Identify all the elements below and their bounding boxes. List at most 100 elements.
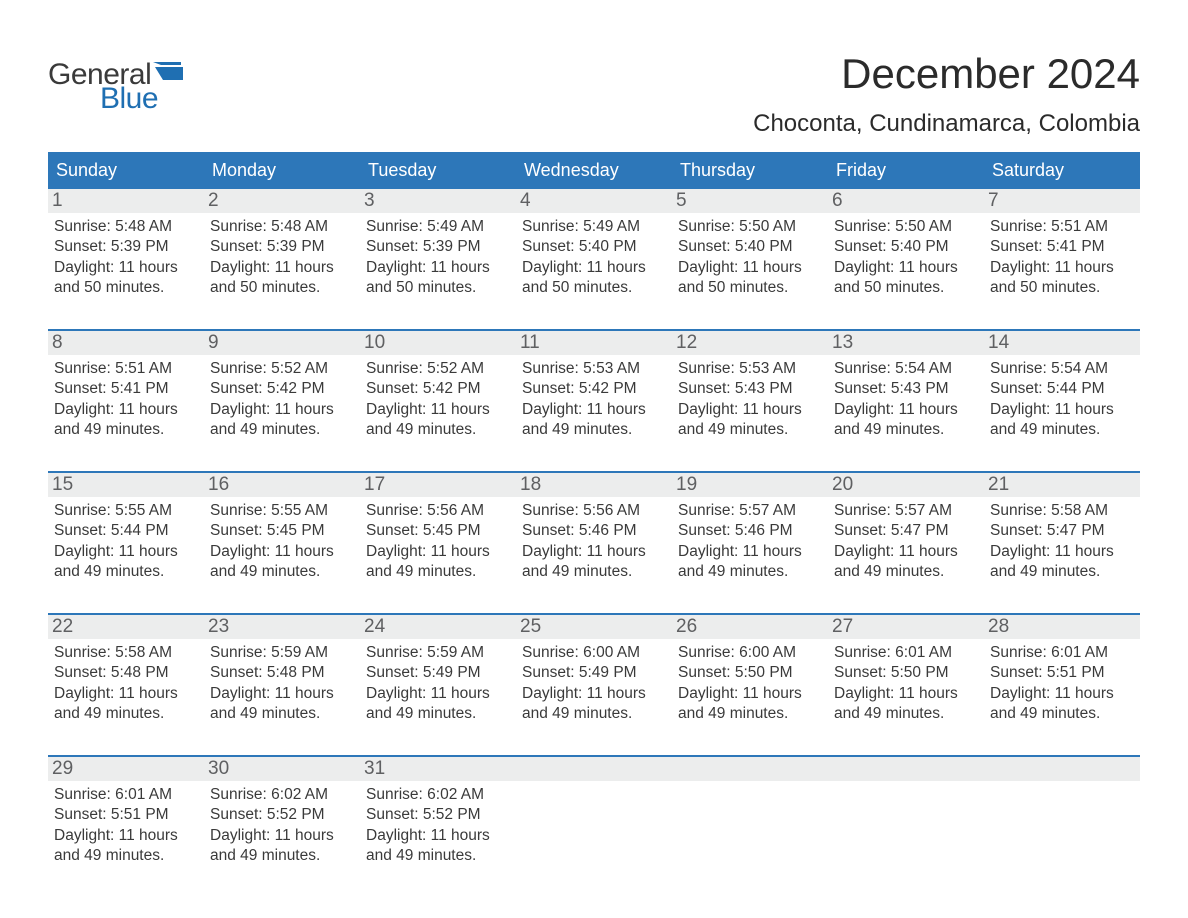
day-number: 9	[204, 331, 360, 355]
day-number: 14	[984, 331, 1140, 355]
day-number: 23	[204, 615, 360, 639]
day-sunset: Sunset: 5:47 PM	[834, 521, 978, 541]
day-sunrise: Sunrise: 6:01 AM	[834, 643, 978, 663]
day-number: 30	[204, 757, 360, 781]
day-number: 7	[984, 189, 1140, 213]
day-sunrise: Sunrise: 5:57 AM	[834, 501, 978, 521]
day-sunset: Sunset: 5:43 PM	[678, 379, 822, 399]
day-cell: 14 Sunrise: 5:54 AMSunset: 5:44 PMDayligh…	[984, 331, 1140, 471]
day-sunset: Sunset: 5:51 PM	[990, 663, 1134, 683]
day-sunrise: Sunrise: 5:49 AM	[366, 217, 510, 237]
day-daylight2: and 49 minutes.	[210, 704, 354, 724]
day-daylight2: and 49 minutes.	[210, 420, 354, 440]
week-row: 29Sunrise: 6:01 AMSunset: 5:51 PMDayligh…	[48, 755, 1140, 897]
day-sunrise: Sunrise: 6:00 AM	[678, 643, 822, 663]
dow-saturday: Saturday	[984, 154, 1140, 187]
day-number: 21	[984, 473, 1140, 497]
day-body: Sunrise: 5:58 AMSunset: 5:47 PMDaylight:…	[990, 501, 1134, 583]
dow-wednesday: Wednesday	[516, 154, 672, 187]
day-body: Sunrise: 5:51 AMSunset: 5:41 PMDaylight:…	[54, 359, 198, 441]
day-sunset: Sunset: 5:52 PM	[210, 805, 354, 825]
day-body: Sunrise: 5:59 AMSunset: 5:48 PMDaylight:…	[210, 643, 354, 725]
day-cell: 8Sunrise: 5:51 AMSunset: 5:41 PMDaylight…	[48, 331, 204, 471]
day-body: Sunrise: 5:53 AMSunset: 5:43 PMDaylight:…	[678, 359, 822, 441]
day-sunset: Sunset: 5:40 PM	[522, 237, 666, 257]
day-sunrise: Sunrise: 5:55 AM	[210, 501, 354, 521]
day-body: Sunrise: 5:48 AMSunset: 5:39 PMDaylight:…	[54, 217, 198, 299]
day-body: Sunrise: 6:01 AMSunset: 5:51 PMDaylight:…	[990, 643, 1134, 725]
day-daylight1: Daylight: 11 hours	[54, 826, 198, 846]
day-daylight1: Daylight: 11 hours	[990, 258, 1134, 278]
day-sunrise: Sunrise: 5:52 AM	[366, 359, 510, 379]
day-cell: 13Sunrise: 5:54 AMSunset: 5:43 PMDayligh…	[828, 331, 984, 471]
day-sunset: Sunset: 5:39 PM	[210, 237, 354, 257]
week-row: 1Sunrise: 5:48 AMSunset: 5:39 PMDaylight…	[48, 187, 1140, 329]
day-sunrise: Sunrise: 6:02 AM	[366, 785, 510, 805]
day-sunrise: Sunrise: 5:48 AM	[210, 217, 354, 237]
day-number: 2	[204, 189, 360, 213]
day-sunrise: Sunrise: 5:51 AM	[54, 359, 198, 379]
day-sunrise: Sunrise: 5:53 AM	[522, 359, 666, 379]
day-daylight1: Daylight: 11 hours	[366, 258, 510, 278]
day-sunrise: Sunrise: 5:50 AM	[834, 217, 978, 237]
day-sunset: Sunset: 5:52 PM	[366, 805, 510, 825]
day-cell: 21 Sunrise: 5:58 AMSunset: 5:47 PMDayligh…	[984, 473, 1140, 613]
day-daylight2: and 49 minutes.	[834, 704, 978, 724]
day-daylight2: and 49 minutes.	[210, 846, 354, 866]
day-daylight1: Daylight: 11 hours	[678, 400, 822, 420]
day-sunset: Sunset: 5:41 PM	[54, 379, 198, 399]
day-daylight2: and 49 minutes.	[54, 704, 198, 724]
day-sunrise: Sunrise: 5:53 AM	[678, 359, 822, 379]
day-cell: 11Sunrise: 5:53 AMSunset: 5:42 PMDayligh…	[516, 331, 672, 471]
day-number: 17	[360, 473, 516, 497]
day-sunrise: Sunrise: 5:55 AM	[54, 501, 198, 521]
day-body: Sunrise: 6:00 AMSunset: 5:50 PMDaylight:…	[678, 643, 822, 725]
day-cell: 15Sunrise: 5:55 AMSunset: 5:44 PMDayligh…	[48, 473, 204, 613]
day-sunset: Sunset: 5:50 PM	[678, 663, 822, 683]
day-cell: 28Sunrise: 6:01 AMSunset: 5:51 PMDayligh…	[984, 615, 1140, 755]
day-daylight1: Daylight: 11 hours	[990, 542, 1134, 562]
day-daylight1: Daylight: 11 hours	[366, 684, 510, 704]
day-cell: 6Sunrise: 5:50 AMSunset: 5:40 PMDaylight…	[828, 189, 984, 329]
day-sunset: Sunset: 5:41 PM	[990, 237, 1134, 257]
day-sunset: Sunset: 5:47 PM	[990, 521, 1134, 541]
day-sunrise: Sunrise: 6:02 AM	[210, 785, 354, 805]
weeks-container: 1Sunrise: 5:48 AMSunset: 5:39 PMDaylight…	[48, 187, 1140, 897]
day-body: Sunrise: 5:54 AMSunset: 5:44 PMDaylight:…	[990, 359, 1134, 441]
day-daylight1: Daylight: 11 hours	[54, 258, 198, 278]
title-block: December 2024 Choconta, Cundinamarca, Co…	[753, 30, 1140, 146]
day-cell: 12Sunrise: 5:53 AMSunset: 5:43 PMDayligh…	[672, 331, 828, 471]
day-daylight2: and 49 minutes.	[522, 420, 666, 440]
day-cell: 23 Sunrise: 5:59 AMSunset: 5:48 PMDayligh…	[204, 615, 360, 755]
day-body: Sunrise: 5:49 AMSunset: 5:39 PMDaylight:…	[366, 217, 510, 299]
day-cell: 9Sunrise: 5:52 AMSunset: 5:42 PMDaylight…	[204, 331, 360, 471]
day-daylight2: and 50 minutes.	[678, 278, 822, 298]
day-number: 25	[516, 615, 672, 639]
day-daylight2: and 49 minutes.	[678, 562, 822, 582]
day-daylight2: and 50 minutes.	[522, 278, 666, 298]
day-daylight1: Daylight: 11 hours	[210, 400, 354, 420]
day-sunset: Sunset: 5:51 PM	[54, 805, 198, 825]
day-sunset: Sunset: 5:46 PM	[522, 521, 666, 541]
location: Choconta, Cundinamarca, Colombia	[753, 110, 1140, 138]
day-cell	[672, 757, 828, 897]
day-sunset: Sunset: 5:49 PM	[522, 663, 666, 683]
day-body: Sunrise: 5:48 AMSunset: 5:39 PMDaylight:…	[210, 217, 354, 299]
day-cell: 20Sunrise: 5:57 AMSunset: 5:47 PMDayligh…	[828, 473, 984, 613]
day-body: Sunrise: 5:54 AMSunset: 5:43 PMDaylight:…	[834, 359, 978, 441]
day-sunset: Sunset: 5:42 PM	[366, 379, 510, 399]
dow-tuesday: Tuesday	[360, 154, 516, 187]
day-number: 27	[828, 615, 984, 639]
day-number: 15	[48, 473, 204, 497]
logo-text-blue: Blue	[100, 82, 158, 116]
day-number: 26	[672, 615, 828, 639]
day-daylight1: Daylight: 11 hours	[210, 258, 354, 278]
day-sunset: Sunset: 5:39 PM	[366, 237, 510, 257]
day-body: Sunrise: 5:56 AMSunset: 5:46 PMDaylight:…	[522, 501, 666, 583]
day-daylight1: Daylight: 11 hours	[834, 542, 978, 562]
day-number: 6	[828, 189, 984, 213]
day-daylight2: and 49 minutes.	[522, 704, 666, 724]
day-body: Sunrise: 5:53 AMSunset: 5:42 PMDaylight:…	[522, 359, 666, 441]
day-body: Sunrise: 5:56 AMSunset: 5:45 PMDaylight:…	[366, 501, 510, 583]
day-sunset: Sunset: 5:44 PM	[990, 379, 1134, 399]
